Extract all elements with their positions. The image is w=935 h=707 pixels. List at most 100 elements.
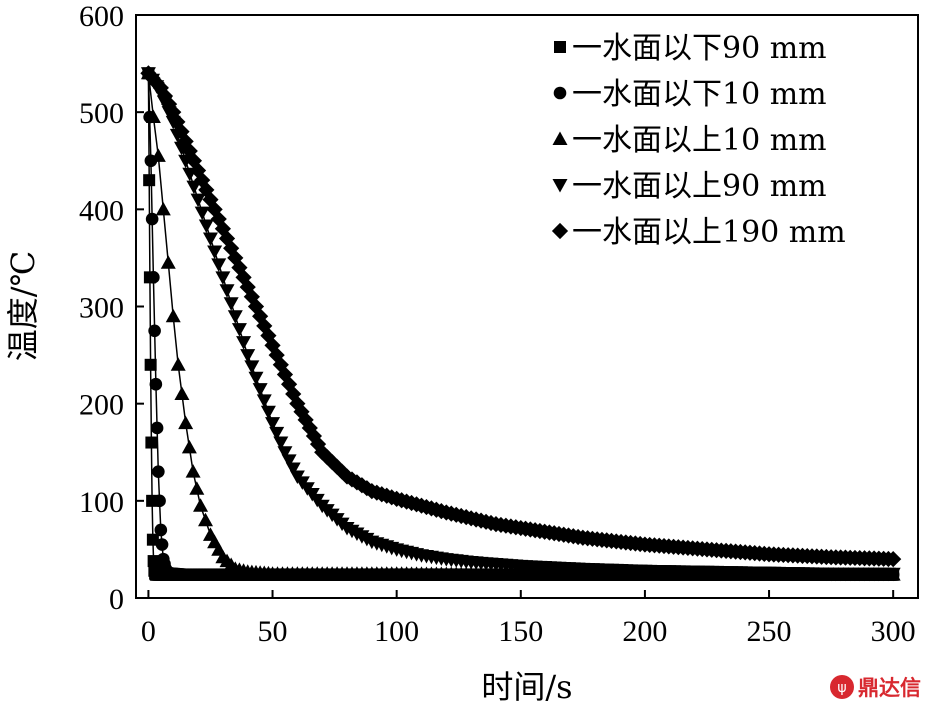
legend-marker [552, 179, 568, 193]
series-layer [140, 65, 902, 582]
data-point [174, 386, 190, 400]
data-point [265, 417, 281, 431]
data-point [185, 464, 201, 478]
data-point [885, 551, 902, 568]
data-point [181, 439, 197, 454]
data-point [150, 421, 164, 435]
data-point [223, 240, 240, 257]
x-tick-label: 200 [622, 615, 667, 648]
data-point [264, 337, 281, 354]
data-point [147, 555, 160, 568]
y-tick-label: 600 [79, 0, 124, 33]
data-point [161, 95, 178, 113]
legend-marker [551, 222, 569, 240]
data-point [256, 394, 272, 408]
watermark: ψ 鼎达信 [830, 675, 921, 700]
data-point [248, 371, 264, 386]
data-point [152, 79, 169, 96]
y-tick-label: 400 [79, 194, 124, 227]
x-axis-title: 时间/s [481, 668, 572, 706]
data-point [227, 249, 244, 267]
data-point [285, 385, 302, 403]
watermark-text: 鼎达信 [858, 676, 921, 700]
y-tick-label: 200 [79, 389, 124, 422]
legend-marker [552, 131, 568, 145]
data-point [193, 498, 209, 512]
data-point [194, 206, 210, 221]
data-point [293, 403, 310, 420]
data-point [281, 454, 297, 468]
data-point [277, 446, 293, 460]
data-point [155, 538, 169, 551]
data-point [186, 180, 202, 195]
data-point [297, 411, 314, 428]
data-point [178, 415, 194, 430]
data-point [155, 201, 171, 216]
legend-marker [553, 86, 567, 100]
data-point [235, 269, 252, 286]
watermark-logo-icon [830, 675, 854, 699]
data-point [198, 219, 214, 234]
data-point [256, 317, 273, 335]
data-point [211, 258, 227, 272]
data-point [240, 349, 256, 363]
x-tick-label: 250 [747, 615, 792, 648]
data-point [170, 357, 186, 371]
data-point [244, 360, 260, 374]
data-point [190, 193, 206, 208]
data-point [144, 358, 157, 371]
data-point [252, 383, 268, 397]
y-axis: 0 100 200 300 400 500 600 [79, 0, 144, 616]
x-tick-label: 0 [141, 615, 156, 648]
data-point [885, 567, 901, 582]
legend-marker [554, 41, 566, 53]
data-point [227, 310, 243, 324]
data-point [143, 174, 156, 187]
y-tick-label: 500 [79, 97, 124, 130]
data-point [289, 395, 306, 412]
data-point [145, 109, 161, 124]
data-point [149, 377, 163, 391]
data-point [231, 259, 248, 276]
data-point [145, 436, 158, 449]
data-point [285, 462, 301, 476]
series-4 [140, 67, 901, 582]
data-point [231, 323, 247, 337]
series-5 [140, 65, 902, 568]
legend: 一水面以下90 mm 一水面以下10 mm 一水面以上10 mm 一水面以上90 mm… [551, 31, 846, 250]
legend-entry-label: 一水面以上90 mm [572, 169, 827, 204]
y-tick-label: 100 [79, 486, 124, 519]
data-point [147, 271, 160, 284]
data-point [223, 297, 239, 311]
data-point [236, 336, 252, 350]
data-point [215, 271, 231, 285]
x-tick-label: 50 [258, 615, 288, 648]
watermark-logo-glyph: ψ [837, 680, 846, 696]
x-tick-label: 300 [871, 615, 916, 648]
data-point [202, 232, 218, 246]
x-axis: 0 50 100 150 200 250 300 [141, 590, 916, 648]
data-point [153, 494, 166, 508]
data-point [260, 405, 276, 420]
data-point [152, 465, 165, 478]
legend-entry-label: 一水面以上190 mm [572, 215, 846, 250]
data-point [207, 245, 223, 259]
data-point [150, 148, 166, 162]
legend-entry-label: 一水面以上10 mm [572, 123, 827, 158]
x-tick-label: 150 [498, 615, 543, 648]
data-point [154, 523, 168, 537]
y-tick-label: 0 [109, 583, 124, 616]
data-point [260, 327, 277, 344]
x-tick-label: 100 [374, 615, 419, 648]
y-tick-label: 300 [79, 292, 124, 325]
data-point [333, 463, 351, 480]
data-point [273, 436, 289, 451]
legend-entry-label: 一水面以下10 mm [572, 77, 827, 112]
data-point [189, 481, 205, 495]
data-point [165, 308, 181, 323]
data-point [160, 255, 176, 269]
data-point [269, 426, 285, 441]
data-point [145, 212, 159, 226]
data-point [148, 324, 161, 338]
